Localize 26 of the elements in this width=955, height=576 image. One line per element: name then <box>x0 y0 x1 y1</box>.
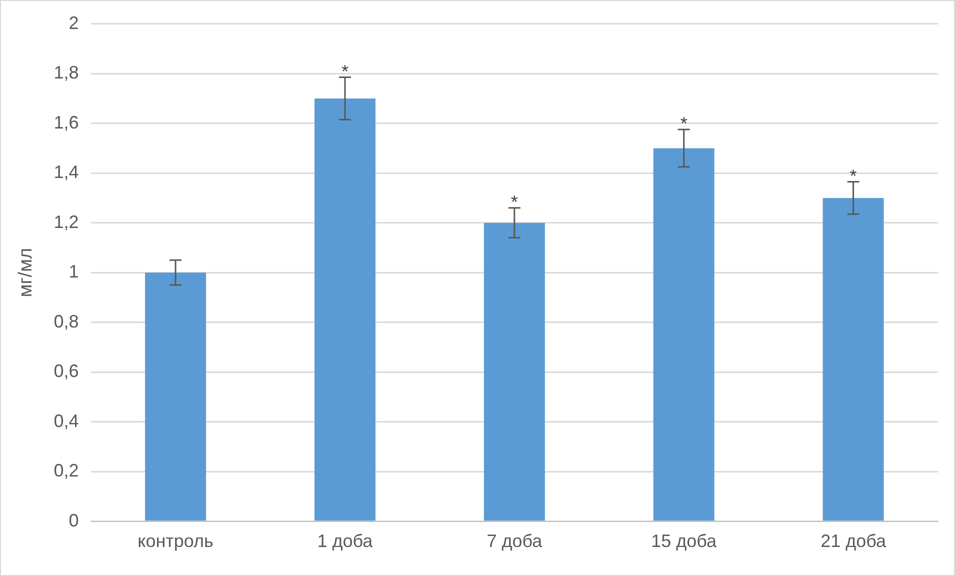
annotation: * <box>341 61 348 82</box>
y-tick-label: 1,8 <box>54 62 79 83</box>
x-tick-label: 1 доба <box>317 531 374 552</box>
y-tick-label: 1,4 <box>54 162 79 182</box>
y-tick-label: 0,8 <box>54 311 79 332</box>
y-tick-label: 0,4 <box>54 410 79 431</box>
y-axis-title: мг/мл <box>16 248 37 298</box>
bar <box>314 98 376 521</box>
bar <box>822 198 884 521</box>
annotation: * <box>680 114 688 134</box>
y-tick-label: 1,2 <box>54 212 79 232</box>
y-tick-label: 1 <box>68 262 79 282</box>
bar <box>484 222 545 521</box>
x-tick-label: 21 доба <box>820 531 887 552</box>
bar <box>653 148 714 521</box>
y-tick-label: 0,6 <box>54 361 79 382</box>
y-tick-label: 1,6 <box>54 112 79 132</box>
y-tick-label: 2 <box>68 12 79 33</box>
x-tick-label: 15 доба <box>651 531 718 552</box>
y-tick-label: 0 <box>68 510 79 530</box>
annotation: * <box>850 166 857 186</box>
x-tick-label: контроль <box>138 531 214 552</box>
x-tick-label: 7 доба <box>486 531 544 552</box>
annotation: * <box>510 192 518 212</box>
bar <box>145 272 206 521</box>
y-tick-label: 0,2 <box>54 460 79 481</box>
